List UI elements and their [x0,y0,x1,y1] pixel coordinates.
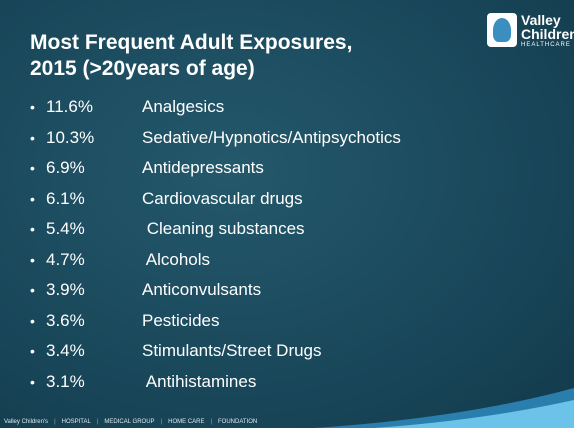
separator: | [160,419,163,425]
item-label: Alcohols [142,249,211,269]
bullet: • [30,343,35,360]
bullet: • [30,373,35,390]
bullet: • [30,282,35,299]
list-item: • 3.6% Pesticides [30,306,401,337]
list-item: • 10.3% Sedative/Hypnotics/Antipsychotics [30,123,401,154]
list-item: • 3.9% Anticonvulsants [30,275,401,306]
item-label: Antihistamines [142,371,257,391]
item-percent: 5.4% [46,219,85,239]
list-item: • 4.7% Alcohols [30,245,401,276]
footer-item: HOSPITAL [61,419,91,425]
bullet: • [30,99,35,116]
item-percent: 6.1% [46,188,85,208]
title-line: 2015 (>20years of age) [30,57,255,80]
footer: Valley Children's | HOSPITAL | MEDICAL GROUP… [4,419,257,425]
title: Most Frequent Adult Exposures, 2015 (>20… [30,30,352,82]
separator: | [96,419,99,425]
logo-text: Valley Children's HEALTHCARE [521,13,574,49]
logo-icon [487,13,517,47]
item-label: Antidepressants [142,158,264,178]
item-percent: 6.9% [46,158,85,178]
bullet: • [30,190,35,207]
separator: | [210,419,213,425]
item-label: Cardiovascular drugs [142,188,303,208]
bullet: • [30,312,35,329]
list-item: • 3.1% Antihistamines [30,367,401,398]
item-percent: 3.9% [46,280,85,300]
bullet: • [30,160,35,177]
bullet-list: • 11.6% Analgesics • 10.3% Sedative/Hypnotics… [30,92,401,397]
footer-item: FOUNDATION [218,419,258,425]
item-percent: 4.7% [46,249,85,269]
logo-line: Children's [521,26,574,42]
bullet: • [30,251,35,268]
item-label: Stimulants/Street Drugs [142,341,322,361]
footer-item: HOME CARE [168,419,205,425]
footer-item: MEDICAL GROUP [104,419,155,425]
list-item: • 5.4% Cleaning substances [30,214,401,245]
item-label: Analgesics [142,97,225,117]
item-percent: 11.6% [46,97,93,117]
bullet: • [30,221,35,238]
separator: | [54,419,56,425]
item-percent: 3.4% [46,341,85,361]
item-label: Anticonvulsants [142,280,262,300]
item-percent: 10.3% [46,127,95,147]
item-label: Pesticides [142,310,220,330]
list-item: • 11.6% Analgesics [30,92,401,123]
list-item: • 6.9% Antidepressants [30,153,401,184]
logo-line: HEALTHCARE [521,42,571,48]
item-percent: 3.6% [46,310,85,330]
logo-line: Valley [521,12,561,28]
list-item: • 3.4% Stimulants/Street Drugs [30,336,401,367]
title-line: Most Frequent Adult Exposures, [30,31,353,54]
logo: Valley Children's HEALTHCARE [487,13,574,49]
bullet: • [30,129,35,146]
item-percent: 3.1% [46,371,85,391]
item-label: Sedative/Hypnotics/Antipsychotics [142,127,401,147]
item-label: Cleaning substances [142,219,305,239]
swoosh [314,388,574,428]
footer-item: Valley Children's [4,419,49,425]
list-item: • 6.1% Cardiovascular drugs [30,184,401,215]
